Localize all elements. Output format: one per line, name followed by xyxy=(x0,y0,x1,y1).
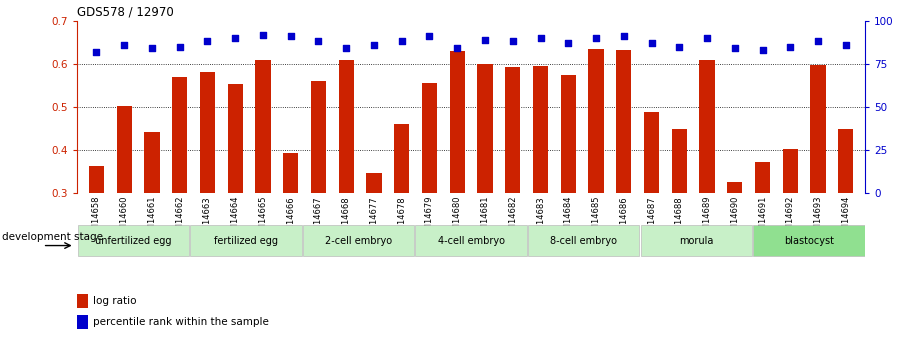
Point xyxy=(117,42,131,48)
Text: percentile rank within the sample: percentile rank within the sample xyxy=(93,317,269,327)
Point xyxy=(783,44,797,49)
Text: 4-cell embryo: 4-cell embryo xyxy=(438,236,505,246)
Text: morula: morula xyxy=(680,236,714,246)
Point xyxy=(506,39,520,44)
Point xyxy=(839,42,853,48)
Point xyxy=(145,46,159,51)
Text: 2-cell embryo: 2-cell embryo xyxy=(325,236,392,246)
Bar xyxy=(588,49,603,323)
Point xyxy=(534,35,548,41)
Point xyxy=(312,39,326,44)
Bar xyxy=(783,149,798,323)
Bar xyxy=(449,51,465,323)
Bar xyxy=(303,225,414,256)
Text: GDS578 / 12970: GDS578 / 12970 xyxy=(77,5,174,18)
Bar xyxy=(77,294,89,308)
Point xyxy=(200,39,215,44)
Bar xyxy=(810,65,825,323)
Bar xyxy=(838,128,853,323)
Bar xyxy=(200,71,215,323)
Bar xyxy=(283,152,298,323)
Point xyxy=(644,40,659,46)
Point xyxy=(477,37,492,42)
Bar xyxy=(172,77,188,323)
Point xyxy=(728,46,742,51)
Bar xyxy=(394,124,410,323)
Bar xyxy=(415,225,527,256)
Text: unfertilized egg: unfertilized egg xyxy=(95,236,171,246)
Bar xyxy=(339,59,354,323)
Bar xyxy=(753,225,864,256)
Point xyxy=(589,35,603,41)
Point xyxy=(699,35,714,41)
Bar xyxy=(671,128,687,323)
Point xyxy=(811,39,825,44)
Bar xyxy=(190,225,302,256)
Bar xyxy=(89,166,104,323)
Bar xyxy=(533,66,548,323)
Point xyxy=(255,32,270,37)
Bar xyxy=(311,81,326,323)
Point xyxy=(616,33,631,39)
Bar xyxy=(641,225,752,256)
Bar xyxy=(755,162,770,323)
Bar xyxy=(77,315,89,329)
Bar xyxy=(144,131,159,323)
Point xyxy=(450,46,465,51)
Point xyxy=(422,33,437,39)
Point xyxy=(756,47,770,53)
Bar xyxy=(366,173,381,323)
Bar xyxy=(616,50,631,323)
Bar xyxy=(644,112,660,323)
Bar xyxy=(728,183,742,323)
Text: 8-cell embryo: 8-cell embryo xyxy=(550,236,617,246)
Point xyxy=(394,39,409,44)
Bar xyxy=(528,225,640,256)
Point xyxy=(672,44,687,49)
Text: development stage: development stage xyxy=(2,232,102,242)
Text: log ratio: log ratio xyxy=(93,296,137,306)
Bar xyxy=(227,83,243,323)
Text: fertilized egg: fertilized egg xyxy=(214,236,278,246)
Point xyxy=(172,44,187,49)
Bar xyxy=(422,83,437,323)
Point xyxy=(284,33,298,39)
Point xyxy=(339,46,353,51)
Bar xyxy=(78,225,189,256)
Bar xyxy=(561,75,576,323)
Bar xyxy=(117,106,132,323)
Point xyxy=(561,40,575,46)
Bar xyxy=(699,59,715,323)
Text: blastocyst: blastocyst xyxy=(784,236,834,246)
Point xyxy=(228,35,243,41)
Bar xyxy=(477,64,493,323)
Bar xyxy=(255,60,271,323)
Point xyxy=(89,49,103,55)
Bar xyxy=(506,67,520,323)
Point xyxy=(367,42,381,48)
